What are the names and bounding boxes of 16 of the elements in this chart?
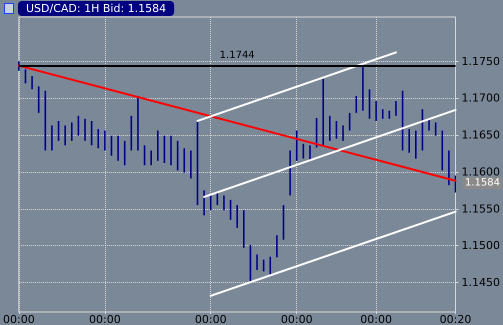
x-tick-label: 00:00 — [194, 313, 227, 325]
y-tick-label: 1.1750 — [462, 54, 500, 68]
y-tick-label: 1.1500 — [462, 239, 500, 252]
y-tick-label: 1.1700 — [462, 92, 500, 105]
x-tick-label: 00:00 — [89, 313, 121, 325]
y-tick-label: 1.1650 — [462, 128, 500, 142]
x-tick-label: 00:00 — [3, 313, 35, 325]
y-tick-label: 1.1550 — [462, 202, 500, 216]
text: 1.1584 — [465, 178, 500, 188]
chart-title: USD/CAD: 1H Bid: 1.1584 — [26, 2, 166, 15]
y-tick-label: 1.1600 — [462, 165, 500, 178]
x-tick-label: 00:20 — [440, 313, 472, 325]
x-tick-label: 00:00 — [280, 313, 313, 325]
y-tick-label: 1.1450 — [462, 276, 500, 289]
ref-line-label: 1.1744 — [220, 50, 255, 62]
x-tick-label: 00:00 — [360, 313, 392, 325]
